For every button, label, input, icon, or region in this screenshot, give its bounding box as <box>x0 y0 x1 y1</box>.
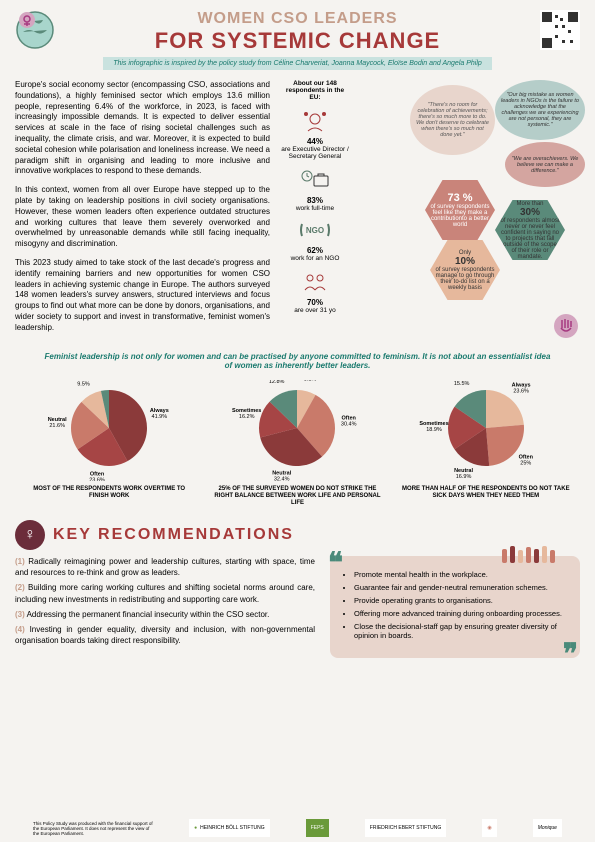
bullet-item: Offering more advanced training during o… <box>354 609 568 618</box>
pie-chart: Always41.9%Often23.6%Neutral21.6%Sometim… <box>24 380 194 508</box>
flag-icon: ♀ <box>15 520 45 550</box>
quote-close-icon: ❞ <box>563 637 578 670</box>
quote-bubble: "Our big mistake as women leaders in NGO… <box>495 80 585 140</box>
recommendations: ♀ KEY RECOMMENDATIONS (1) Radically reim… <box>0 512 595 666</box>
briefcase-icon <box>300 168 330 192</box>
svg-text:18.9%: 18.9% <box>426 426 442 432</box>
leader-icon <box>300 109 330 133</box>
logo: ●HEINRICH BÖLL STIFTUNG <box>189 819 270 837</box>
main-content: Europe's social economy sector (encompas… <box>0 75 595 347</box>
hexagon-stat: Only10%of survey respondents manage to g… <box>430 240 500 300</box>
svg-text:25%: 25% <box>520 460 531 466</box>
quote-bubble: "We are overachievers. We believe we can… <box>505 142 585 187</box>
stat-item: 70%are over 31 yo <box>280 268 350 314</box>
footer: This Policy Study was produced with the … <box>0 819 595 837</box>
pie-chart: Always8.1%Often30.4%Neutral32.4%Sometime… <box>212 380 382 508</box>
svg-text:16.9%: 16.9% <box>456 473 472 479</box>
header: WOMEN CSO LEADERS FOR SYSTEMIC CHANGE Th… <box>0 0 595 75</box>
stats-column: About our 148 respondents in the EU: 44%… <box>280 80 350 314</box>
body-text: Europe's social economy sector (encompas… <box>15 80 270 342</box>
people-icon <box>300 270 330 294</box>
svg-text:30.4%: 30.4% <box>341 421 357 427</box>
recs-title: KEY RECOMMENDATIONS <box>53 526 294 544</box>
paragraph: Europe's social economy sector (encompas… <box>15 80 270 177</box>
logo: Monique <box>533 819 562 837</box>
title-line1: WOMEN CSO LEADERS <box>20 10 575 28</box>
pie-charts: Always41.9%Often23.6%Neutral21.6%Sometim… <box>0 375 595 513</box>
hexagon-stat: More than30%of respondents almost never … <box>495 200 565 260</box>
svg-text:32.4%: 32.4% <box>274 476 290 480</box>
svg-text:12.8%: 12.8% <box>269 380 285 385</box>
callout: Feminist leadership is not only for wome… <box>0 347 595 375</box>
quote-bubble: "There's no room for celebration of achi… <box>410 85 495 155</box>
stat-item: 44%are Executive Director / Secretary Ge… <box>280 107 350 160</box>
disclaimer: This Policy Study was produced with the … <box>33 821 153 836</box>
hexagon-stat: 73 %of survey respondents feel like they… <box>425 180 495 240</box>
stat-item: NGO 62%work for an NGO <box>280 218 350 262</box>
bullet-item: Promote mental health in the workplace. <box>354 570 568 579</box>
svg-text:16.2%: 16.2% <box>239 413 255 419</box>
svg-text:41.9%: 41.9% <box>152 413 168 419</box>
rec-item: (3) Addressing the permanent financial i… <box>15 609 315 620</box>
hands-icon <box>500 544 560 566</box>
recs-list: (1) Radically reimagining power and lead… <box>15 556 315 658</box>
logo: FRIEDRICH EBERT STIFTUNG <box>365 819 447 837</box>
ngo-icon: NGO <box>298 220 332 242</box>
stat-item: 83%work full-time <box>280 166 350 212</box>
paragraph: This 2023 study aimed to take stock of t… <box>15 258 270 334</box>
globe-icon <box>15 10 55 50</box>
logo: ◉ <box>482 819 496 837</box>
logo: FEPS <box>306 819 329 837</box>
bullet-item: Guarantee fair and gender-neutral remune… <box>354 583 568 592</box>
rec-item: (2) Building more caring working culture… <box>15 582 315 604</box>
title-line2: FOR SYSTEMIC CHANGE <box>20 28 575 54</box>
svg-text:23.6%: 23.6% <box>513 388 529 394</box>
svg-text:8.1%: 8.1% <box>304 380 317 383</box>
bullet-item: Provide operating grants to organisation… <box>354 596 568 605</box>
stats-header: About our 148 respondents in the EU: <box>280 80 350 101</box>
svg-text:9.5%: 9.5% <box>77 381 90 387</box>
paragraph: In this context, women from all over Eur… <box>15 185 270 250</box>
svg-text:3.4%: 3.4% <box>97 380 110 381</box>
subtitle: This infographic is inspired by the poli… <box>103 57 492 70</box>
svg-text:NGO: NGO <box>306 226 324 235</box>
rec-item: (1) Radically reimagining power and lead… <box>15 556 315 578</box>
fist-icon <box>552 312 580 342</box>
recs-bullets: ❝ Promote mental health in the workplace… <box>330 556 580 658</box>
bullet-item: Close the decisional-staff gap by ensuri… <box>354 622 568 640</box>
pie-chart: Always23.6%Often25%Neutral16.9%Sometimes… <box>401 380 571 508</box>
rec-item: (4) Investing in gender equality, divers… <box>15 624 315 646</box>
stats-panel: About our 148 respondents in the EU: 44%… <box>280 80 580 342</box>
qr-code[interactable] <box>540 10 580 50</box>
svg-text:15.5%: 15.5% <box>454 381 470 387</box>
quote-open-icon: ❝ <box>328 546 343 579</box>
svg-text:23.6%: 23.6% <box>89 477 105 480</box>
svg-text:21.6%: 21.6% <box>50 422 66 428</box>
